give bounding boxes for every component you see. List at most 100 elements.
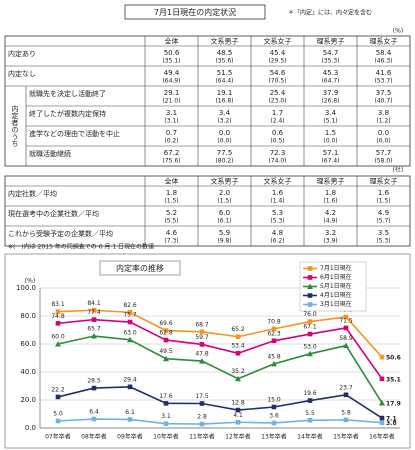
row-label: 進学などの理由で活動を中止: [29, 129, 120, 138]
data-label: 3.6: [269, 412, 279, 419]
data-label: 68.7: [195, 321, 209, 328]
column-header: 全体: [165, 37, 179, 46]
cell-previous: (3.2): [217, 118, 231, 125]
cell-value: 5.9: [219, 229, 230, 237]
cell-value: 4.2: [325, 209, 336, 217]
point: [91, 385, 97, 391]
data-label: 35.2: [231, 368, 245, 375]
data-label: 75.7: [123, 312, 137, 319]
point: [307, 418, 313, 423]
cell-value: 4.6: [166, 229, 178, 237]
cell-previous: (46.3): [374, 58, 392, 65]
point: [91, 317, 97, 322]
legend-label: 3月1日現在: [320, 300, 352, 308]
point: [307, 350, 313, 357]
cell-previous: (1.6): [323, 198, 337, 205]
series-line: [57, 386, 383, 419]
point: [271, 326, 277, 332]
cell-previous: (67.4): [321, 158, 339, 165]
cell-previous: (64.4): [215, 78, 233, 85]
point: [271, 360, 277, 367]
cell-value: 41.6: [376, 69, 392, 77]
point: [55, 394, 61, 400]
cell-previous: (3.9): [323, 238, 337, 245]
cell-previous: (7.3): [164, 238, 178, 245]
cell-previous: (16.8): [215, 98, 233, 105]
data-label: 5.8: [341, 409, 351, 416]
page-title: 7月1日現在の内定状況: [154, 7, 236, 17]
cell-value: 5.2: [166, 209, 177, 217]
column-header: 文系女子: [264, 37, 292, 46]
cell-value: 3.2: [325, 229, 336, 237]
point: [343, 392, 349, 398]
series-line: [57, 335, 383, 404]
data-label: 5.5: [305, 410, 315, 417]
point: [379, 399, 385, 406]
point: [307, 331, 313, 337]
legend-marker: [307, 283, 313, 289]
row-label: 就職先を決定し活動終了: [29, 89, 106, 98]
data-label: 77.4: [87, 309, 101, 316]
data-label: 74.8: [51, 313, 65, 320]
cell-value: 50.6: [164, 49, 180, 57]
y-tick-label: 100.0: [16, 284, 36, 292]
cell-value: 0.7: [166, 129, 177, 137]
data-label: 47.8: [195, 351, 209, 358]
data-label: 17.9: [386, 400, 401, 407]
cell-previous: (5.1): [323, 118, 337, 125]
point: [343, 342, 349, 349]
point: [127, 319, 133, 325]
data-label: 22.2: [51, 386, 65, 393]
cell-previous: (53.7): [374, 78, 392, 85]
x-tick-label: 07年卒者: [45, 433, 71, 441]
column-header: 全体: [165, 177, 179, 186]
cell-previous: (0.0): [376, 138, 390, 145]
x-tick-label: 09年卒者: [117, 433, 143, 441]
cell-previous: (23.0): [268, 98, 286, 105]
cell-previous: (5.5): [164, 218, 178, 225]
column-header: 文系男子: [211, 37, 239, 46]
unit-label: (社): [393, 166, 404, 174]
cell-value: 0.0: [378, 129, 389, 137]
data-label: 7.1: [386, 416, 397, 423]
data-label: 70.8: [267, 318, 281, 325]
point: [343, 325, 349, 331]
data-label: 71.5: [339, 317, 353, 324]
data-label: 58.9: [339, 335, 353, 342]
y-axis-label: (%): [25, 278, 35, 285]
cell-value: 48.5: [217, 49, 233, 57]
cell-value: 4.9: [378, 209, 389, 217]
point: [379, 415, 385, 421]
cell-previous: (6.2): [270, 238, 284, 245]
cell-previous: (74.0): [268, 158, 286, 165]
data-label: 67.1: [303, 324, 317, 331]
point: [343, 314, 349, 320]
point: [235, 350, 241, 356]
cell-previous: (1.5): [164, 198, 178, 205]
row-label: 現在選考中の企業社数／平均: [8, 209, 99, 218]
cell-previous: (9.8): [217, 238, 231, 245]
data-label: 60.0: [51, 334, 65, 341]
cell-value: 1.8: [325, 189, 336, 197]
cell-value: 51.5: [217, 69, 233, 77]
chart-title: 内定率の推移: [116, 263, 164, 273]
cell-previous: (75.6): [162, 158, 180, 165]
data-label: 59.7: [195, 334, 209, 341]
point: [235, 419, 241, 425]
title-box: [124, 4, 266, 20]
cell-value: 4.8: [272, 229, 283, 237]
column-header: 理系女子: [370, 177, 398, 186]
column-header: 理系男子: [317, 37, 345, 46]
point: [235, 334, 241, 340]
point: [235, 375, 241, 382]
point: [199, 329, 205, 335]
cell-previous: (5.3): [376, 238, 390, 245]
row-label: 内定なし: [8, 69, 36, 78]
cell-value: 29.1: [164, 89, 180, 97]
cell-value: 3.5: [378, 229, 389, 237]
y-tick-label: 20.0: [20, 396, 36, 404]
point: [55, 341, 61, 347]
data-label: 49.5: [159, 348, 173, 355]
cell-previous: (0.0): [217, 138, 231, 145]
